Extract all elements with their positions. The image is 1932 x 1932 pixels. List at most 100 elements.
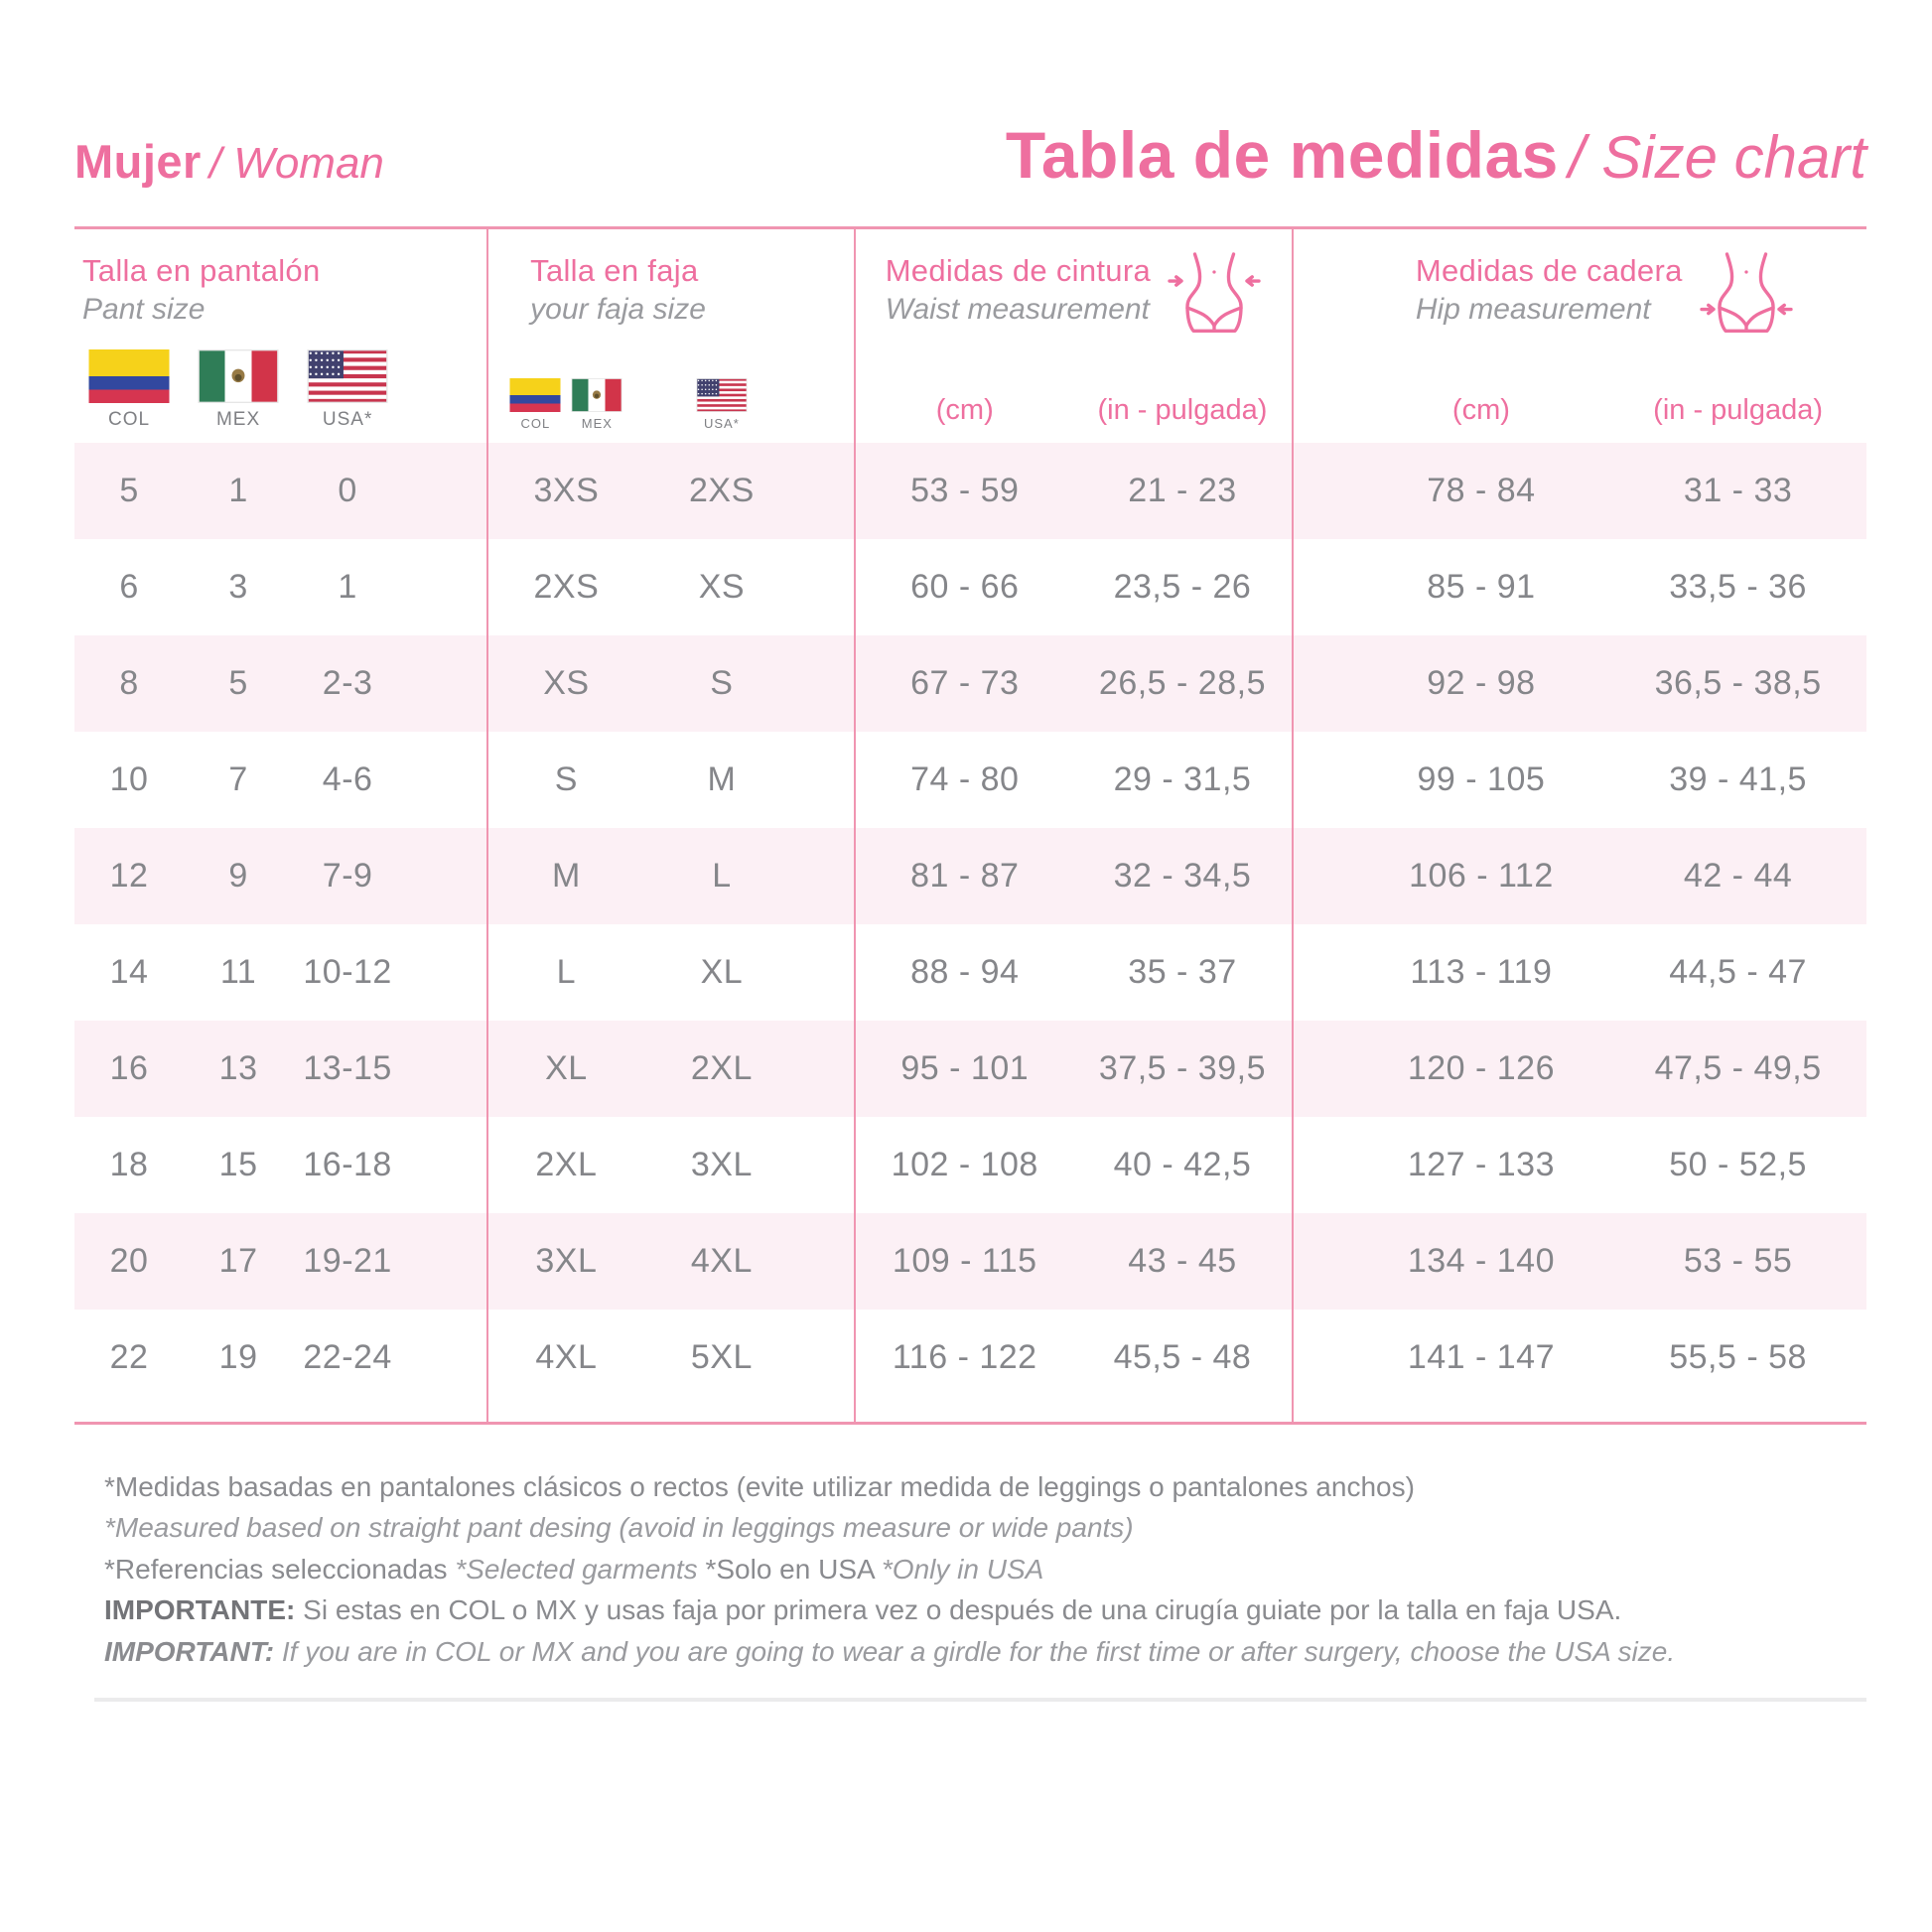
cell-value: 141 - 147 bbox=[1407, 1338, 1555, 1376]
waist-header-text: Medidas de cintura Waist measurement bbox=[886, 253, 1151, 327]
note-line: *Medidas basadas en pantalones clásicos … bbox=[104, 1466, 1866, 1507]
flag-usa: USA* bbox=[696, 378, 748, 431]
table-row: 2XS XS bbox=[488, 539, 854, 635]
cell-value: 8 bbox=[119, 664, 139, 702]
faja-flags-col-mex: COL MEX bbox=[488, 378, 644, 431]
cell-value: 2-3 bbox=[322, 664, 373, 702]
cell-value: 10-12 bbox=[303, 953, 392, 991]
cell-value: 2XS bbox=[533, 568, 600, 606]
cell-value: 109 - 115 bbox=[892, 1242, 1037, 1280]
note-segment: *Referencias seleccionadas bbox=[104, 1553, 456, 1585]
cell-value: 44,5 - 47 bbox=[1669, 953, 1807, 991]
cell-value: 134 - 140 bbox=[1407, 1242, 1555, 1280]
table-row: 141 - 147 55,5 - 58 bbox=[1294, 1310, 1866, 1406]
cell-value: 47,5 - 49,5 bbox=[1654, 1049, 1822, 1087]
cell-value: 2XS bbox=[689, 472, 755, 509]
column-group-pant-size: Talla en pantalón Pant size COL MEX USA*… bbox=[74, 229, 487, 1422]
cell-value: 36,5 - 38,5 bbox=[1654, 664, 1822, 702]
cell-value: 120 - 126 bbox=[1407, 1049, 1555, 1087]
page-title-italic: / Size chart bbox=[1568, 124, 1866, 191]
cell-value: 6 bbox=[119, 568, 139, 606]
cell-value: XL bbox=[700, 953, 744, 991]
table-row: 14 11 10-12 bbox=[74, 924, 486, 1021]
table-row: 113 - 119 44,5 - 47 bbox=[1294, 924, 1866, 1021]
cell-value: 127 - 133 bbox=[1407, 1146, 1555, 1183]
page-title-bold: Tabla de medidas bbox=[1005, 118, 1559, 192]
cell-value: 14 bbox=[109, 953, 149, 991]
unit-label-inches: (in - pulgada) bbox=[1097, 394, 1268, 426]
cell-value: XL bbox=[545, 1049, 588, 1087]
cell-value: 11 bbox=[219, 953, 257, 991]
cell-value: 53 - 55 bbox=[1683, 1242, 1793, 1280]
table-row: 18 15 16-18 bbox=[74, 1117, 486, 1213]
table-row: 4XL 5XL bbox=[488, 1310, 854, 1406]
cell-value: 40 - 42,5 bbox=[1113, 1146, 1252, 1183]
cell-value: 2XL bbox=[690, 1049, 753, 1087]
cell-value: 43 - 45 bbox=[1128, 1242, 1237, 1280]
table-row: 10 7 4-6 bbox=[74, 732, 486, 828]
column-group-hip-measurement: Medidas de cadera Hip measurement (cm) bbox=[1291, 229, 1866, 1422]
cell-value: 116 - 122 bbox=[892, 1338, 1037, 1376]
cell-value: 4XL bbox=[690, 1242, 753, 1280]
table-row: 74 - 80 29 - 31,5 bbox=[856, 732, 1291, 828]
cell-value: S bbox=[710, 664, 734, 702]
note-line: *Measured based on straight pant desing … bbox=[104, 1507, 1866, 1548]
colombia-flag-icon bbox=[88, 349, 170, 403]
cell-value: 20 bbox=[109, 1242, 149, 1280]
cell-value: 88 - 94 bbox=[910, 953, 1020, 991]
page-title: Tabla de medidas / Size chart bbox=[1006, 117, 1866, 193]
table-row: 22 19 22-24 bbox=[74, 1310, 486, 1406]
bottom-divider bbox=[94, 1698, 1866, 1703]
column-group-waist-measurement: Medidas de cintura Waist measurement (cm… bbox=[854, 229, 1292, 1422]
cell-value: 85 - 91 bbox=[1427, 568, 1536, 606]
waist-header: Medidas de cintura Waist measurement (cm… bbox=[856, 229, 1291, 443]
brand-title-bold: Mujer bbox=[74, 135, 202, 188]
brand-title-italic: / Woman bbox=[208, 139, 384, 188]
faja-size-rows: 3XS 2XS 2XS XS XS S S M M L L XL XL 2XL 2XL 3XL 3XL 4XL 4X… bbox=[488, 443, 855, 1406]
cell-value: 3XS bbox=[533, 472, 600, 509]
table-row: 88 - 94 35 - 37 bbox=[856, 924, 1291, 1021]
cell-value: 106 - 112 bbox=[1409, 857, 1554, 895]
note-segment: *Only in USA bbox=[881, 1553, 1044, 1585]
table-row: 106 - 112 42 - 44 bbox=[1293, 828, 1866, 924]
flag-colombia: COL bbox=[74, 349, 184, 431]
flag-colombia: COL bbox=[509, 378, 561, 431]
cell-value: 42 - 44 bbox=[1683, 857, 1793, 895]
cell-value: 33,5 - 36 bbox=[1669, 568, 1807, 606]
table-row: 120 - 126 47,5 - 49,5 bbox=[1293, 1021, 1866, 1117]
cell-value: 50 - 52,5 bbox=[1669, 1146, 1807, 1183]
unit-label-cm: (cm) bbox=[1451, 394, 1510, 426]
note-segment: *Medidas basadas en pantalones clásicos … bbox=[104, 1471, 1415, 1502]
table-row: L XL bbox=[488, 924, 854, 1021]
note-segment: *Solo en USA bbox=[705, 1553, 882, 1585]
cell-value: 2XL bbox=[535, 1146, 598, 1183]
colombia-flag-icon bbox=[509, 378, 561, 412]
cell-value: 16 bbox=[109, 1049, 149, 1087]
column-subtitle: Hip measurement bbox=[1415, 293, 1651, 326]
note-line: IMPORTANTE: Si estas en COL o MX y usas … bbox=[104, 1589, 1866, 1630]
column-title: Medidas de cintura bbox=[885, 253, 1152, 288]
cell-value: 3XL bbox=[690, 1146, 753, 1183]
cell-value: 18 bbox=[109, 1146, 149, 1183]
cell-value: 35 - 37 bbox=[1128, 953, 1237, 991]
cell-value: 13-15 bbox=[303, 1049, 392, 1087]
pant-size-header-text: Talla en pantalón Pant size bbox=[74, 253, 486, 327]
column-title: Talla en faja bbox=[530, 253, 699, 288]
column-group-faja-size: Talla en faja your faja size COL MEX USA… bbox=[486, 229, 855, 1422]
cell-value: XS bbox=[698, 568, 746, 606]
unit-label-inches: (in - pulgada) bbox=[1653, 394, 1824, 426]
cell-value: 3XL bbox=[535, 1242, 598, 1280]
table-row: 81 - 87 32 - 34,5 bbox=[856, 828, 1292, 924]
table-row: 109 - 115 43 - 45 bbox=[856, 1213, 1292, 1310]
table-row: XL 2XL bbox=[488, 1021, 855, 1117]
waist-rows: 53 - 59 21 - 23 60 - 66 23,5 - 26 67 - 73 26,… bbox=[856, 443, 1292, 1406]
cell-value: M bbox=[707, 760, 737, 798]
flag-label: MEX bbox=[215, 409, 261, 430]
faja-flags-usa: USA* bbox=[644, 378, 800, 431]
cell-value: 0 bbox=[338, 472, 357, 509]
cell-value: 113 - 119 bbox=[1410, 953, 1553, 991]
cell-value: 12 bbox=[109, 857, 149, 895]
cell-value: 13 bbox=[218, 1049, 258, 1087]
